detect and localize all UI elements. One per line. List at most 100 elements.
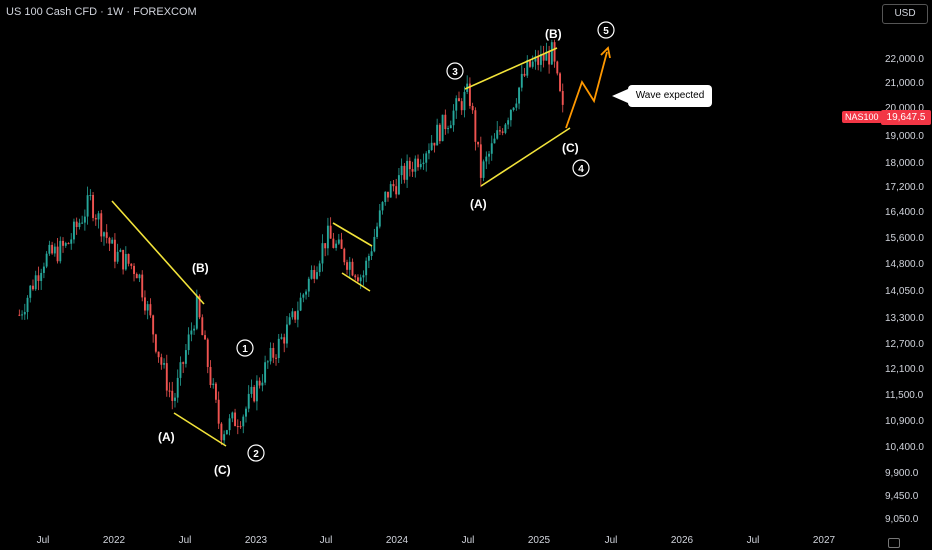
candle-body xyxy=(122,249,125,270)
candle-body xyxy=(438,124,441,142)
candle-body xyxy=(441,114,444,142)
candle-body xyxy=(367,255,370,261)
candle-body xyxy=(430,142,433,151)
candle-body xyxy=(436,124,439,146)
candle-body xyxy=(302,294,305,298)
candle-body xyxy=(223,434,226,441)
candle-body xyxy=(154,334,157,352)
time-axis-label: 2023 xyxy=(245,535,268,546)
candle-body xyxy=(403,165,406,180)
candle-body xyxy=(152,315,155,335)
candle-body xyxy=(326,225,329,249)
candle-body xyxy=(179,362,182,378)
candle-body xyxy=(135,273,138,279)
candle-body xyxy=(561,91,564,105)
candle-body xyxy=(406,160,409,180)
price-axis-label: 12,700.0 xyxy=(885,339,924,350)
candle-body xyxy=(45,253,48,267)
candle-body xyxy=(236,426,239,428)
upper-c-trendline xyxy=(480,127,571,187)
candle-body xyxy=(455,98,458,111)
chart-canvas[interactable]: (B) (A) (C) (B) (A) (C) 1 2 3 5 4 Jul 202… xyxy=(0,0,878,550)
candle-body xyxy=(56,246,59,262)
candle-body xyxy=(21,314,24,316)
candle-body xyxy=(168,390,171,392)
candle-body xyxy=(460,101,463,111)
candle-body xyxy=(269,347,272,362)
candle-body xyxy=(337,239,340,244)
price-axis[interactable]: 22,000.0 21,000.0 20,000.0 19,000.0 18,000.0… xyxy=(878,0,932,550)
wave-number-3: 3 xyxy=(452,67,458,78)
candle-body xyxy=(468,83,471,106)
candle-body xyxy=(316,272,318,279)
settings-icon[interactable] xyxy=(888,538,900,548)
time-axis-label: Jul xyxy=(320,535,333,546)
candle-body xyxy=(531,61,534,67)
candle-body xyxy=(433,142,436,146)
candle-body xyxy=(100,213,103,237)
candle-body xyxy=(479,144,482,178)
wave-label-upper-c: (C) xyxy=(562,141,579,155)
candle-body xyxy=(160,357,163,365)
candle-body xyxy=(193,328,196,331)
candle-body xyxy=(362,275,365,278)
wave-label-first-b: (B) xyxy=(192,261,209,275)
wave-label-first-a: (A) xyxy=(158,430,175,444)
candle-body xyxy=(266,361,269,363)
candle-body xyxy=(307,278,310,292)
price-axis-label: 12,100.0 xyxy=(885,364,924,375)
candle-body xyxy=(171,390,174,401)
candle-body xyxy=(29,285,32,298)
candle-body xyxy=(201,317,204,336)
time-axis-label: Jul xyxy=(462,535,475,546)
wave-number-1: 1 xyxy=(242,344,248,355)
candle-body xyxy=(509,109,512,121)
candle-body xyxy=(285,324,288,344)
candle-body xyxy=(548,51,551,65)
candle-body xyxy=(321,243,324,264)
candle-body xyxy=(86,195,89,217)
candle-body xyxy=(225,430,228,435)
candle-body xyxy=(103,232,105,237)
candle-body xyxy=(539,54,542,65)
candle-body xyxy=(97,213,100,220)
candle-body xyxy=(40,272,43,281)
candle-body xyxy=(234,412,237,427)
candle-body xyxy=(463,91,466,111)
price-axis-label: 9,450.0 xyxy=(885,491,919,502)
candle-body xyxy=(124,253,127,270)
candle-body xyxy=(23,311,26,315)
candle-body xyxy=(449,125,452,129)
candle-body xyxy=(288,317,291,325)
candle-body xyxy=(458,98,460,102)
candle-body xyxy=(228,418,231,431)
candle-body xyxy=(485,156,488,162)
candle-body xyxy=(163,363,166,365)
candle-body xyxy=(397,175,400,195)
candle-body xyxy=(545,51,548,61)
candle-body xyxy=(133,265,135,274)
candle-body xyxy=(261,382,264,386)
candle-body xyxy=(559,73,561,92)
candle-body xyxy=(64,243,67,246)
candle-body xyxy=(182,362,185,364)
candle-body xyxy=(239,426,242,428)
callout-pointer xyxy=(612,89,628,103)
candle-body xyxy=(542,54,545,61)
symbol-tag: NAS100 xyxy=(842,111,882,123)
candle-body xyxy=(217,399,220,424)
candle-body xyxy=(176,377,179,398)
candle-body xyxy=(146,304,149,311)
candle-body xyxy=(553,42,556,62)
candle-body xyxy=(329,225,332,239)
candle-series xyxy=(18,39,564,446)
candle-body xyxy=(83,216,86,223)
candle-body xyxy=(277,338,280,359)
price-axis-label: 17,200.0 xyxy=(885,182,924,193)
candle-body xyxy=(75,221,78,227)
candle-body xyxy=(275,357,277,359)
currency-button[interactable]: USD xyxy=(882,4,928,24)
candle-body xyxy=(324,243,327,249)
candle-body xyxy=(149,304,152,316)
first-c-trendline xyxy=(173,412,227,447)
